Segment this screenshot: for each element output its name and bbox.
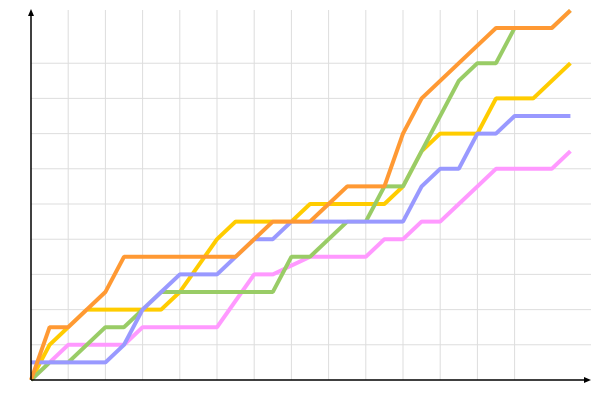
series-line-5 [29, 8, 572, 381]
series-line-3 [29, 8, 572, 382]
y-axis-arrow-icon [28, 9, 34, 16]
grid [31, 10, 591, 380]
series-line-4 [31, 114, 571, 365]
axes [28, 9, 591, 383]
series-lines [29, 8, 572, 382]
series-line-1 [29, 149, 572, 382]
x-axis-arrow-icon [584, 377, 591, 383]
